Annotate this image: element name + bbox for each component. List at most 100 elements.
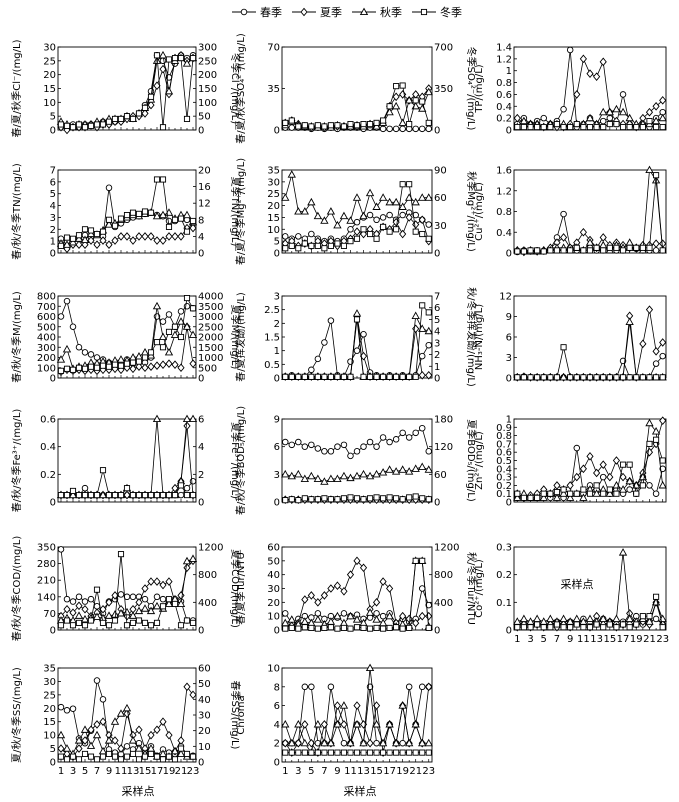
point-chroma-3-4 <box>308 749 315 756</box>
point-so4-0-17 <box>392 125 400 133</box>
point-cod-2-12 <box>128 611 138 619</box>
y-tick-label-cu-1: 0.4 <box>496 228 512 239</box>
point-cod-0-2 <box>69 598 77 605</box>
point-tp-1-12 <box>593 72 601 81</box>
y-tick-label-co-3: 0.3 <box>496 543 512 554</box>
point-bod-3-9 <box>340 495 348 502</box>
point-cl-3-15 <box>147 93 155 100</box>
point-bod-0-4 <box>308 441 315 449</box>
point-cl-3-7 <box>99 121 107 128</box>
y2-tick-label-tn-5: 20 <box>198 166 211 177</box>
point-zn-2-4 <box>539 493 548 501</box>
point-tp-3-11 <box>586 123 594 131</box>
point-tp-0-7 <box>560 105 567 113</box>
point-bod-0-3 <box>301 443 309 450</box>
x-tick-label-ss-8: 17 <box>151 766 164 777</box>
point-tur-3-20 <box>412 557 419 564</box>
point-bod-0-10 <box>347 452 354 460</box>
point-ss-3-20 <box>177 745 185 752</box>
point-tn-3-0 <box>57 242 65 249</box>
point-tn-2-8 <box>104 220 114 228</box>
point-mg-0-11 <box>353 218 361 226</box>
series-co-3 <box>514 593 666 631</box>
y2-axis-title-fe: 夏季Fe³⁺/(mg/L) <box>229 422 241 499</box>
point-bod-2-0 <box>281 469 290 478</box>
point-ss-0-11 <box>123 743 131 750</box>
point-tp-1-0 <box>513 113 521 123</box>
point-chroma-2-17 <box>391 738 401 747</box>
point-so4-3-2 <box>295 123 302 130</box>
point-cl-3-17 <box>159 124 167 131</box>
point-zn-2-12 <box>592 489 601 497</box>
y2-tick-label-cod-2: 800 <box>198 570 217 581</box>
point-tur-1-9 <box>340 586 348 596</box>
point-co-3-10 <box>580 624 587 631</box>
x-axis-title-col1: 采样点 <box>122 784 155 798</box>
y-tick-label-tn-1: 1 <box>50 237 56 248</box>
point-fe-3-9 <box>111 492 119 499</box>
y-axis-title-tn: 春/秋/冬季TN/(mg/L) <box>10 163 23 260</box>
point-zn-3-6 <box>553 488 561 496</box>
series-fe-3 <box>57 467 197 499</box>
y2-tick-label-ss-0: 0 <box>198 758 204 769</box>
y2-tick-label-cl-0: 0 <box>198 126 204 137</box>
y2-tick-label-m-6: 3000 <box>198 312 223 323</box>
point-fe-3-1 <box>63 492 71 499</box>
y-axis-title-tp: TP/(mg/L) <box>474 64 485 113</box>
point-tn-1-22 <box>189 223 197 233</box>
point-bod-3-13 <box>366 495 374 502</box>
point-tp-1-10 <box>579 54 587 64</box>
y-tick-label-cu-2: 0.8 <box>496 207 512 218</box>
point-bod-0-5 <box>314 445 322 452</box>
point-mg-3-18 <box>399 181 406 188</box>
point-ss-1-15 <box>147 730 155 740</box>
point-tur-3-9 <box>340 624 348 631</box>
point-m-3-22 <box>189 305 197 312</box>
point-tur-1-3 <box>301 595 309 604</box>
y2-tick-label-cod-1: 400 <box>198 598 217 609</box>
point-mg-2-14 <box>372 202 381 210</box>
x-tick-label-co-6: 13 <box>590 634 603 645</box>
x-tick-label-chroma-2: 5 <box>308 766 314 777</box>
point-tur-3-6 <box>321 624 328 631</box>
point-mg-3-13 <box>366 230 374 238</box>
point-zn-1-22 <box>659 416 667 425</box>
point-tp-3-21 <box>653 123 660 131</box>
point-tn-1-11 <box>123 232 131 241</box>
y2-tick-label-ss-1: 10 <box>198 742 211 753</box>
point-bod-0-1 <box>288 441 296 449</box>
point-tn-3-10 <box>117 215 125 222</box>
point-zn-3-20 <box>646 440 653 447</box>
point-tn-3-2 <box>69 235 77 242</box>
point-mg-3-2 <box>295 245 302 252</box>
point-nh-3-8 <box>567 374 574 381</box>
y-tick-label-fe-1: 0.2 <box>40 470 56 481</box>
y-tick-label-mg-4: 20 <box>267 201 280 212</box>
series-bod-3 <box>282 493 432 504</box>
y-tick-label-ss-3: 15 <box>43 717 56 728</box>
y2-tick-label-m-1: 500 <box>198 363 217 374</box>
point-so4-3-21 <box>419 98 426 105</box>
y2-tick-label-so4-0: 0 <box>434 126 440 137</box>
point-m-0-1 <box>63 297 71 305</box>
point-nh-3-10 <box>580 374 587 381</box>
point-bod-2-19 <box>405 467 414 475</box>
point-bod-0-0 <box>282 438 289 446</box>
point-bod-3-6 <box>321 495 328 502</box>
point-mg-3-15 <box>380 223 387 230</box>
point-bod-3-15 <box>380 495 387 502</box>
point-ss-3-12 <box>129 750 137 757</box>
x-tick-label-chroma-10: 21 <box>409 766 422 777</box>
y-axis-right-ss: 0 10 20 30 40 50 60 <box>193 664 211 769</box>
point-chroma-3-15 <box>380 749 387 756</box>
y-tick-label-m-5: 500 <box>37 322 56 333</box>
y-tick-label-cl-3: 15 <box>43 84 56 95</box>
point-cod-2-21 <box>182 556 192 565</box>
x-tick-label-chroma-4: 9 <box>334 766 340 777</box>
point-ss-2-5 <box>86 741 96 749</box>
point-cod-3-4 <box>81 622 89 629</box>
point-cu-3-8 <box>567 247 574 254</box>
point-fe-3-0 <box>57 492 65 499</box>
point-chroma-2-9 <box>339 701 349 709</box>
